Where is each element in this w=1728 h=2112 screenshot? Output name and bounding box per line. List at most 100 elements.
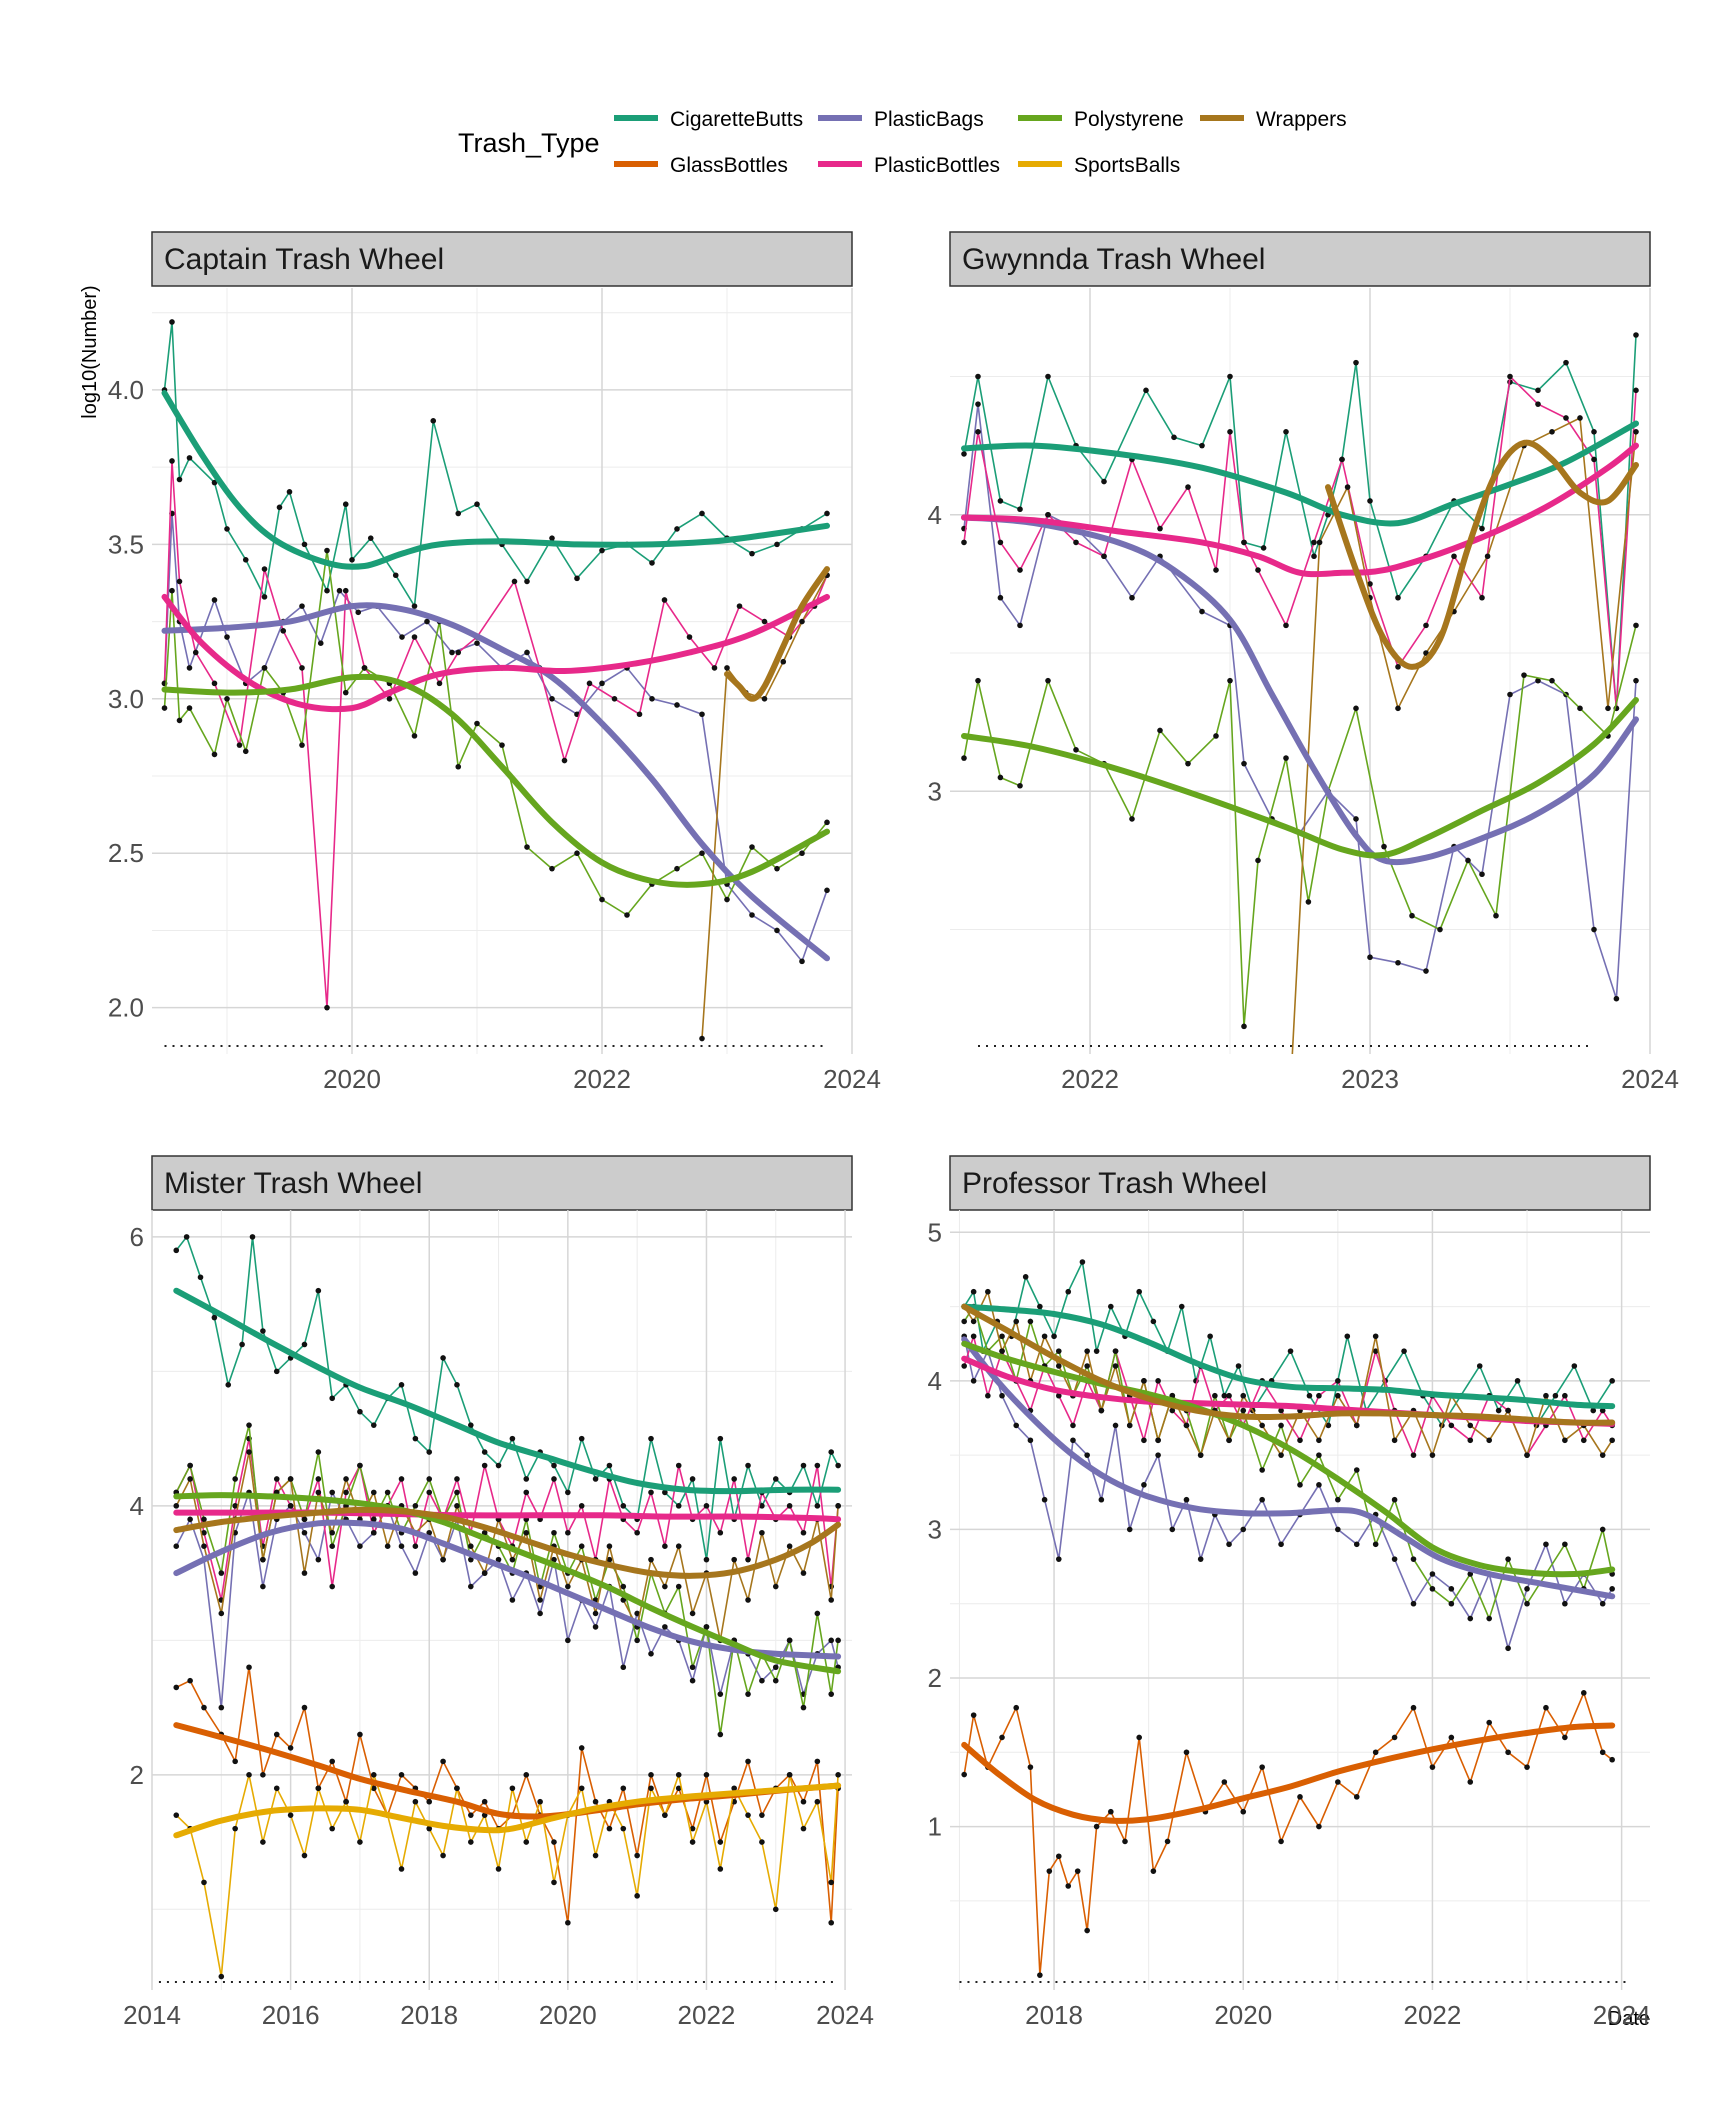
data-point (731, 1476, 737, 1482)
data-point (1367, 954, 1373, 961)
data-point (999, 1734, 1005, 1741)
data-point (1207, 1333, 1213, 1340)
data-point (1599, 1526, 1606, 1533)
data-point (299, 742, 305, 748)
legend-item: GlassBottles (614, 154, 788, 177)
data-point (1429, 1452, 1436, 1458)
data-point (1073, 539, 1079, 546)
data-point (1297, 1794, 1303, 1800)
data-point (192, 649, 199, 656)
data-point (1255, 567, 1261, 573)
data-point (329, 1529, 335, 1536)
data-point (232, 1503, 238, 1509)
data-point (1241, 760, 1247, 767)
panel-strip (949, 231, 1651, 287)
data-point (835, 1462, 841, 1469)
data-point (1136, 1288, 1142, 1295)
data-point (1563, 415, 1569, 421)
data-point (246, 1449, 252, 1455)
data-point (357, 1731, 363, 1738)
data-point (1409, 912, 1415, 919)
data-point (287, 1812, 294, 1818)
data-point (599, 547, 605, 554)
legend-label: SportsBalls (1074, 154, 1180, 177)
data-point (246, 1422, 252, 1428)
data-point (1335, 1496, 1341, 1503)
data-point (201, 1529, 207, 1536)
data-point (699, 711, 705, 718)
data-point (1367, 581, 1373, 587)
data-point (201, 1516, 207, 1523)
data-point (1037, 1303, 1043, 1310)
data-point (606, 1462, 613, 1469)
data-point (1316, 1437, 1322, 1444)
trend-line-Wrappers (961, 1303, 1616, 1426)
data-point (1507, 691, 1513, 698)
data-point (449, 649, 455, 656)
data-point (620, 1785, 627, 1792)
data-point (426, 1449, 433, 1455)
data-point (173, 1247, 180, 1254)
grid (950, 288, 1651, 1054)
data-point (997, 498, 1004, 504)
data-point (772, 1664, 779, 1671)
y-tick-label: 4 (130, 1491, 144, 1521)
data-point (1395, 594, 1401, 601)
data-point (342, 501, 349, 508)
data-point (201, 1704, 207, 1711)
data-point (1297, 1482, 1303, 1488)
data-point (561, 757, 568, 764)
data-point (1335, 1378, 1341, 1384)
data-point (454, 1489, 460, 1496)
data-point (731, 1556, 737, 1563)
data-point (649, 695, 655, 702)
data-point (454, 1476, 460, 1482)
data-point (1505, 1749, 1511, 1756)
data-point (1353, 1467, 1360, 1473)
data-point (342, 689, 349, 696)
data-point (1339, 456, 1345, 463)
data-point (1599, 1407, 1606, 1414)
data-point (549, 865, 555, 872)
panel: Mister Trash Wheel 2014 2016 2018 2020 2022 20… (123, 1155, 874, 2030)
panel: Professor Trash Wheel 2018 2020 2022 2024 1 2 3… (928, 1155, 1651, 2030)
trend-line-CigaretteButts (961, 420, 1639, 527)
data-point (1112, 1422, 1119, 1429)
data-point (176, 578, 183, 585)
series-line (963, 625, 1637, 1027)
data-point (1467, 1437, 1474, 1444)
data-point (1305, 899, 1312, 905)
y-axis-title: log10(Number) (79, 285, 101, 418)
data-point (1122, 1838, 1128, 1845)
series-GlassBottles (961, 1690, 1615, 1978)
data-point (1055, 1348, 1062, 1354)
data-point (201, 1543, 207, 1550)
data-point (1227, 373, 1233, 380)
data-point (1562, 1437, 1568, 1444)
data-point (1129, 816, 1135, 822)
data-point (1410, 1600, 1417, 1607)
data-point (711, 665, 718, 671)
series-PlasticBags (173, 1489, 841, 1711)
data-point (412, 1435, 419, 1442)
trend-line-PlasticBottles (961, 442, 1639, 578)
data-point (786, 1772, 793, 1778)
data-point (961, 1363, 967, 1369)
y-tick-label: 6 (130, 1222, 144, 1252)
data-point (606, 1825, 613, 1832)
data-point (1580, 1690, 1587, 1696)
data-point (276, 504, 283, 511)
data-point (1524, 1600, 1530, 1607)
data-point (426, 1529, 433, 1536)
data-point (961, 1771, 967, 1778)
data-point (1479, 594, 1485, 601)
data-point (620, 1664, 627, 1671)
data-point (1027, 1437, 1034, 1444)
data-point (509, 1556, 516, 1563)
data-point (724, 665, 730, 671)
data-point (357, 1543, 363, 1550)
data-point (1169, 1407, 1176, 1414)
trend-line-PlasticBags (961, 1336, 1616, 1600)
data-point (1316, 1482, 1322, 1488)
panel-title: Captain Trash Wheel (164, 243, 444, 276)
